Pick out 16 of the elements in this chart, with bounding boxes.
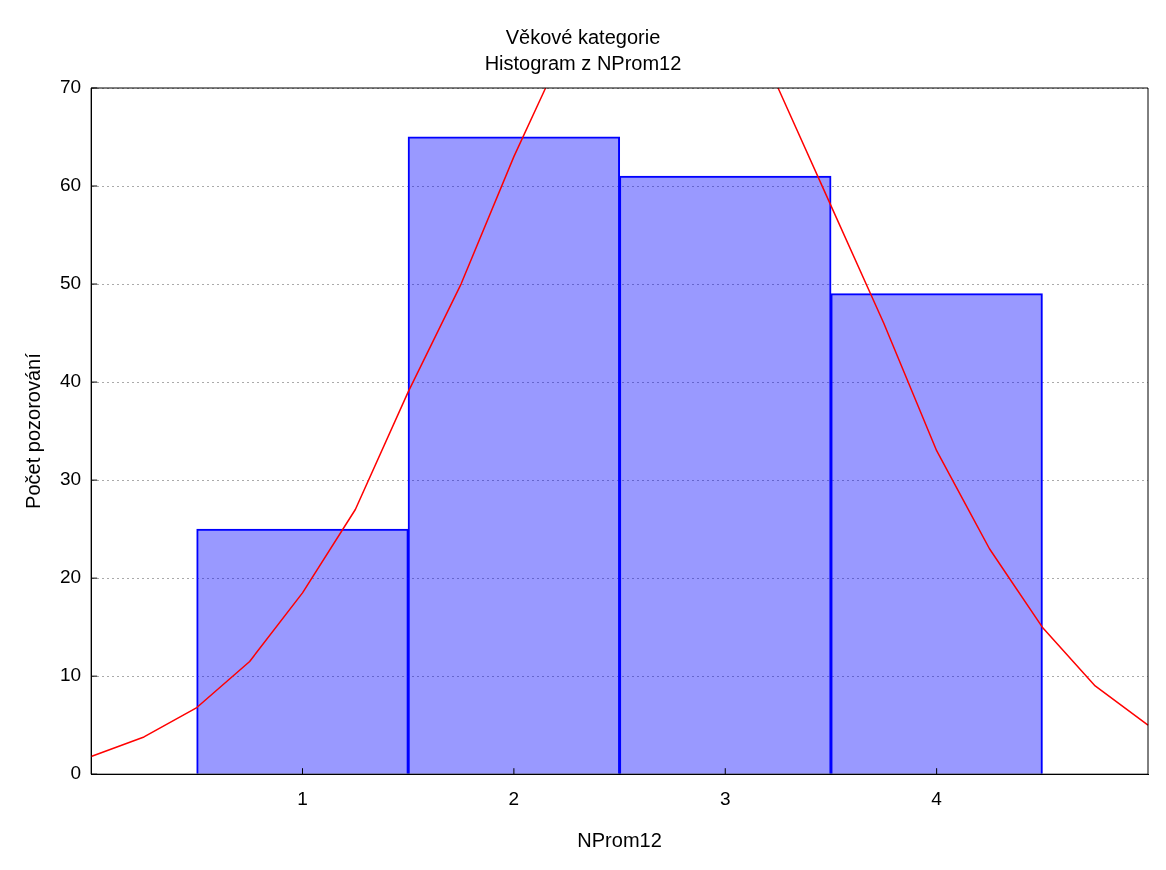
y-axis-title: Počet pozorování (21, 352, 44, 509)
chart-subtitle: Histogram z NProm12 (484, 51, 682, 74)
x-axis-title: NProm12 (577, 828, 662, 851)
y-tick-label: 10 (59, 664, 82, 686)
x-tick-label: 2 (508, 787, 520, 809)
y-tick-label: 60 (59, 174, 82, 196)
y-tick-label: 70 (59, 76, 82, 98)
y-tick-label: 0 (70, 762, 82, 784)
chart-title: Věkové kategorie (505, 25, 661, 48)
y-tick-label: 20 (59, 566, 82, 588)
y-tick-label: 50 (59, 272, 82, 294)
y-tick-label: 30 (59, 468, 82, 490)
x-tick-label: 1 (297, 787, 308, 809)
x-tick-label: 3 (719, 787, 731, 809)
x-tick-label: 4 (931, 787, 943, 809)
y-tick-label: 40 (59, 370, 82, 392)
